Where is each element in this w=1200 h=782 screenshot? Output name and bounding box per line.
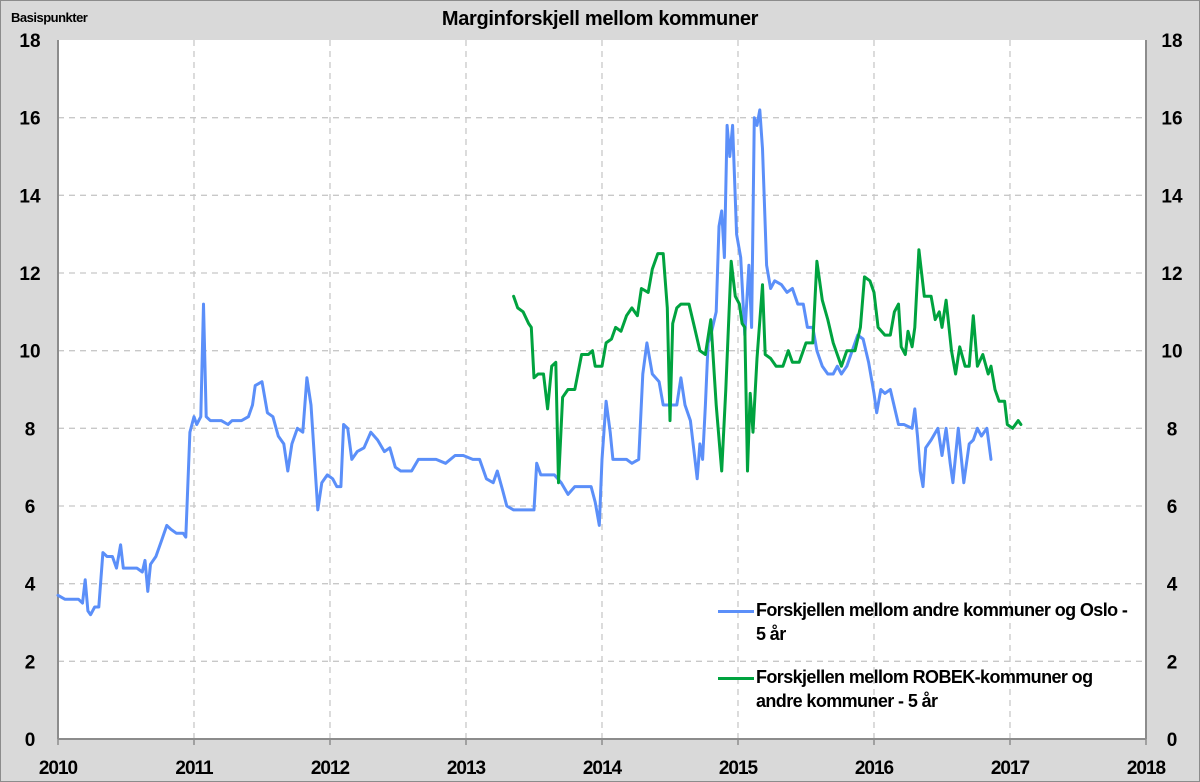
x-tick-label: 2015 xyxy=(719,758,759,779)
series-line-oslo xyxy=(56,108,993,617)
y-tick-label-left: 12 xyxy=(19,264,40,285)
x-tick-label: 2017 xyxy=(991,758,1030,779)
y-tick-label-right: 4 xyxy=(1167,575,1178,596)
y-tick-label-right: 18 xyxy=(1161,31,1182,52)
y-tick-label-left: 16 xyxy=(19,109,40,130)
x-tick-label: 2018 xyxy=(1127,758,1166,779)
x-tick-label: 2016 xyxy=(855,758,894,779)
legend-label: Forskjellen mellom ROBEK-kommuner og and… xyxy=(756,667,1093,711)
y-tick-label-right: 6 xyxy=(1167,497,1178,518)
y-tick-label-right: 8 xyxy=(1167,419,1178,440)
y-tick-label-left: 0 xyxy=(25,730,36,751)
chart-title: Marginforskjell mellom kommuner xyxy=(441,8,759,30)
x-tick-label: 2013 xyxy=(447,758,486,779)
series-line-robek xyxy=(512,248,1023,485)
y-tick-label-right: 14 xyxy=(1161,186,1183,207)
y-tick-label-left: 10 xyxy=(19,342,40,363)
y-tick-label-left: 18 xyxy=(19,31,40,52)
y-tick-label-right: 2 xyxy=(1167,652,1178,673)
legend: Forskjellen mellom andre kommuner og Osl… xyxy=(718,598,1138,732)
y-tick-label-right: 10 xyxy=(1161,342,1182,363)
x-tick-label: 2014 xyxy=(583,758,623,779)
plot-area xyxy=(58,40,1146,739)
y-tick-label-left: 8 xyxy=(25,419,36,440)
y-tick-label-left: 4 xyxy=(25,575,36,596)
y-tick-label-right: 12 xyxy=(1161,264,1182,285)
y-axis-right-ticks: 0 2 4 6 8 10 12 14 16 18 xyxy=(1161,31,1183,751)
legend-swatch-green xyxy=(718,677,754,680)
y-tick-label-left: 2 xyxy=(25,652,36,673)
y-tick-label-right: 16 xyxy=(1161,109,1182,130)
x-tick-label: 2010 xyxy=(39,758,78,779)
legend-item-robek: Forskjellen mellom ROBEK-kommuner og and… xyxy=(718,665,1138,713)
y-tick-label-right: 0 xyxy=(1167,730,1178,751)
data-series xyxy=(56,108,1023,617)
y-axis-unit-label: Basispunkter xyxy=(11,10,88,25)
y-tick-label-left: 14 xyxy=(19,186,41,207)
gridlines xyxy=(58,40,1146,739)
x-tick-label: 2011 xyxy=(175,758,214,779)
y-axis-left-ticks: 0 2 4 6 8 10 12 14 16 18 xyxy=(19,31,41,751)
x-axis-ticks: 2010 2011 2012 2013 2014 2015 2016 2017 2018 xyxy=(39,739,1167,779)
legend-swatch-blue xyxy=(718,610,754,613)
x-tick-label: 2012 xyxy=(311,758,350,779)
legend-label: Forskjellen mellom andre kommuner og Osl… xyxy=(756,600,1128,644)
legend-item-oslo: Forskjellen mellom andre kommuner og Osl… xyxy=(718,598,1138,646)
y-tick-label-left: 6 xyxy=(25,497,36,518)
